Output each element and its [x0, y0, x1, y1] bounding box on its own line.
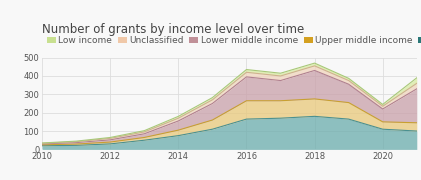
Text: Number of grants by income level over time: Number of grants by income level over ti…: [42, 23, 304, 36]
Legend: Low income, Unclassified, Lower middle income, Upper middle income, High income: Low income, Unclassified, Lower middle i…: [47, 36, 421, 45]
